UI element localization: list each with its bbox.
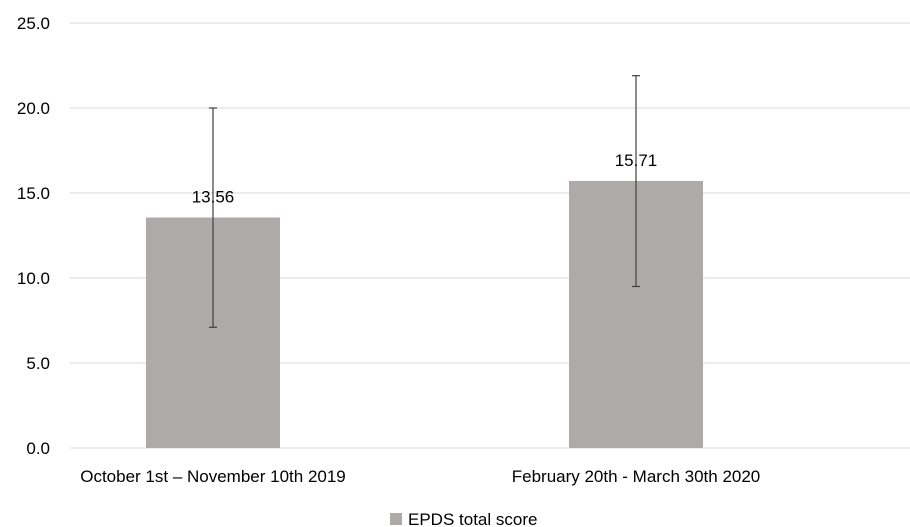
x-category-label: February 20th - March 30th 2020 [512,467,761,486]
data-label: 13.56 [192,187,235,206]
bars [146,180,703,448]
y-tick-label: 20.0 [17,99,50,118]
y-tick-label: 5.0 [26,354,50,373]
x-axis-category-labels: October 1st – November 10th 2019 February… [80,467,760,486]
data-labels: 13.56 15.71 [192,151,658,207]
y-tick-label: 10.0 [17,269,50,288]
error-bars [209,75,640,328]
legend-swatch-epds-total-score [390,513,402,525]
y-tick-label: 0.0 [26,439,50,458]
x-category-label: October 1st – November 10th 2019 [80,467,346,486]
data-label: 15.71 [615,151,658,170]
legend-label-epds-total-score: EPDS total score [408,510,537,527]
legend: EPDS total score [390,510,537,527]
y-tick-label: 15.0 [17,184,50,203]
y-tick-label: 25.0 [17,14,50,33]
y-axis-tick-labels: 0.0 5.0 10.0 15.0 20.0 25.0 [17,14,50,458]
